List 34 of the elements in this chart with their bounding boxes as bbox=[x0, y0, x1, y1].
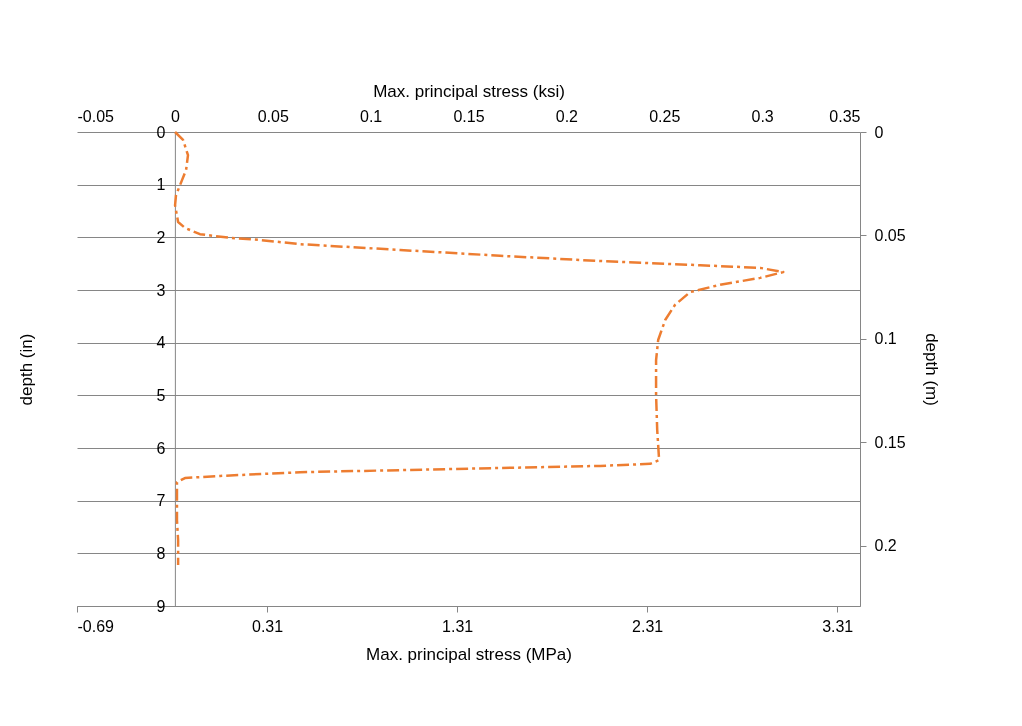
y-tick-label: 2 bbox=[156, 228, 166, 246]
y-axis-title: depth (in) bbox=[16, 333, 36, 406]
line-series bbox=[173, 130, 785, 567]
y2-tick-label: 0.15 bbox=[874, 433, 906, 451]
y-tick-label: 7 bbox=[156, 492, 166, 510]
y-tick-label: 6 bbox=[156, 439, 166, 457]
y-tick-label: 9 bbox=[156, 597, 166, 615]
x-tick-label: 0.31 bbox=[251, 617, 284, 635]
y-tick-label: 4 bbox=[156, 334, 166, 352]
x2-axis-title: Max. principal stress (ksi) bbox=[373, 81, 565, 101]
x2-tick-label: 0 bbox=[170, 107, 180, 125]
x-axis-title: Max. principal stress (MPa) bbox=[366, 644, 572, 664]
x2-tick-label: 0.1 bbox=[360, 107, 383, 125]
y-tick-label: 5 bbox=[156, 386, 166, 404]
x-tick-label: 2.31 bbox=[632, 617, 664, 635]
y2-tick-label: 0.1 bbox=[874, 330, 897, 348]
y-tick-label: 0 bbox=[156, 123, 166, 141]
y-tick-label: 1 bbox=[156, 176, 166, 194]
x2-tick-label: 0.35 bbox=[829, 107, 861, 125]
x2-tick-label: 0.2 bbox=[555, 107, 579, 125]
y2-tick-label: 0 bbox=[874, 123, 884, 141]
x-tick-label: 3.31 bbox=[822, 617, 854, 635]
x2-tick-label: 0.05 bbox=[257, 107, 289, 125]
x2-tick-label: 0.3 bbox=[751, 107, 774, 125]
y2-tick-label: 0.05 bbox=[874, 226, 906, 244]
y2-tick-label: 0.2 bbox=[874, 537, 897, 555]
x-tick-label: -0.69 bbox=[77, 617, 115, 635]
x2-tick-label: 0.25 bbox=[649, 107, 681, 125]
y-tick-label: 8 bbox=[156, 544, 166, 562]
y-tick-label: 3 bbox=[156, 281, 166, 299]
y2-axis-title: depth (m) bbox=[921, 333, 941, 406]
x2-tick-label: -0.05 bbox=[77, 107, 115, 125]
x-tick-label: 1.31 bbox=[442, 617, 474, 635]
x2-tick-label: 0.15 bbox=[453, 107, 485, 125]
